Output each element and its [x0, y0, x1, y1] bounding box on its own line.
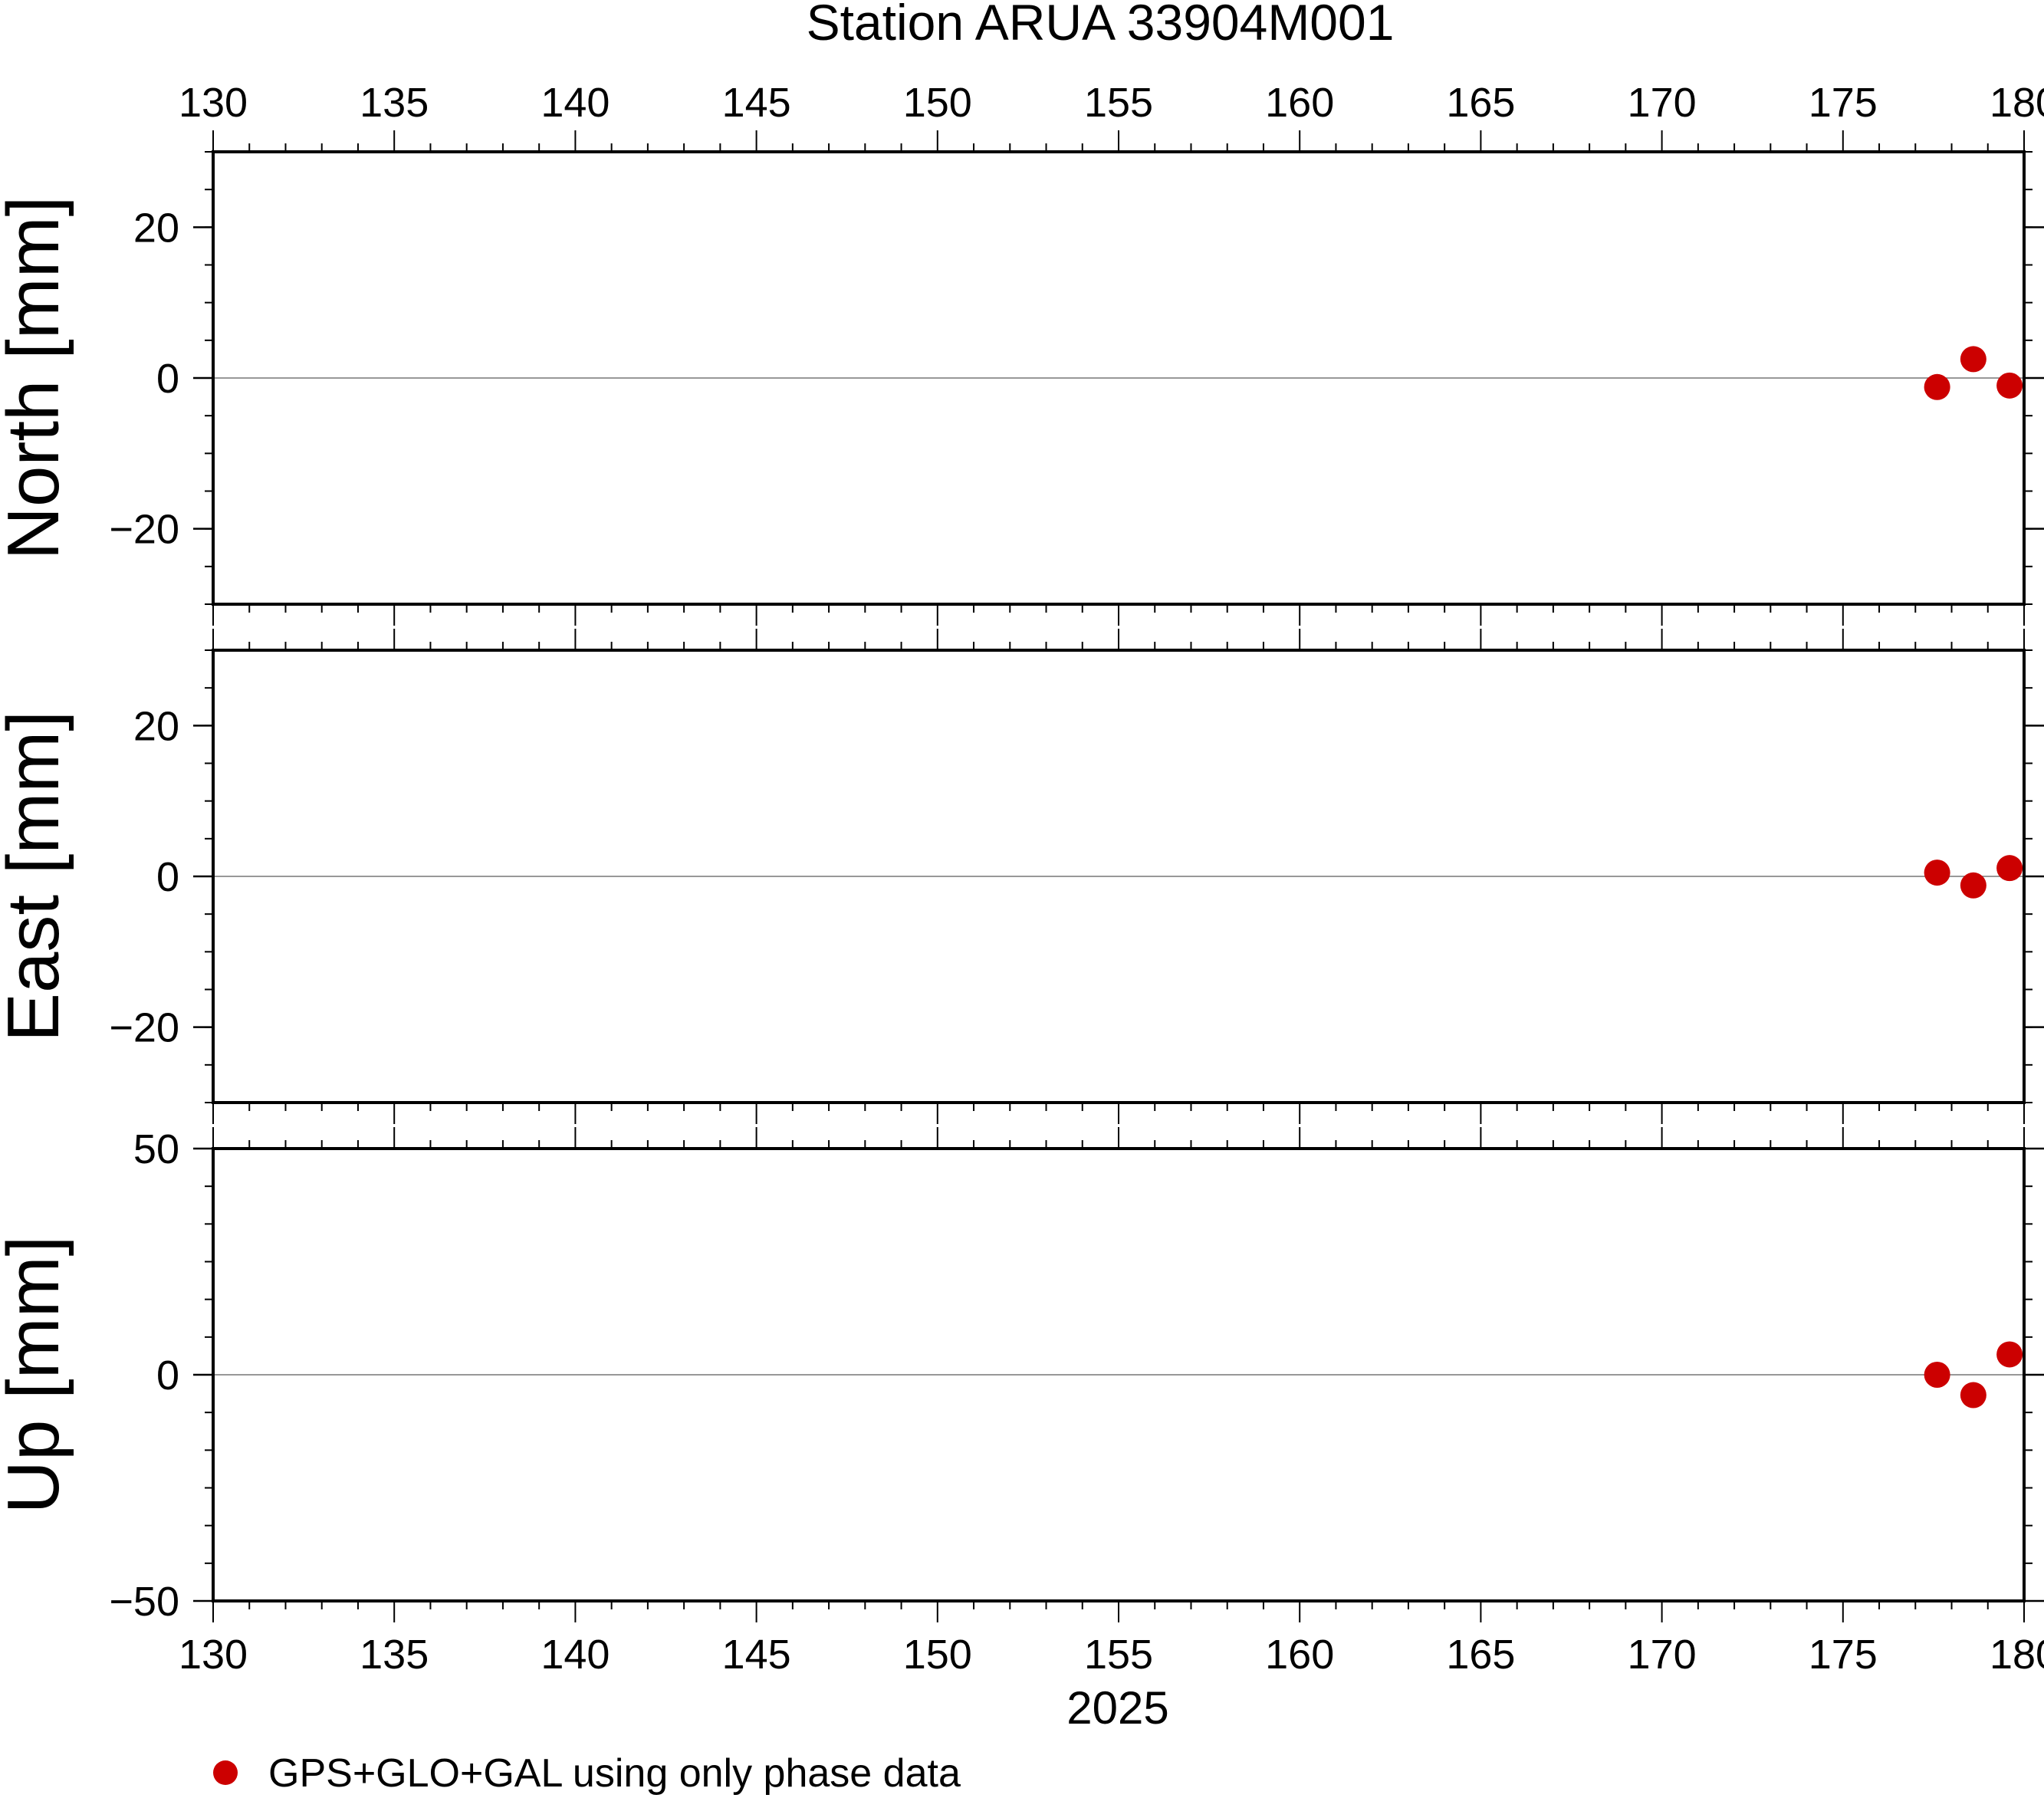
data-point-up [1960, 1382, 1986, 1408]
x-bottom-tick-label: 180 [1990, 1632, 2044, 1678]
x-bottom-tick-label: 150 [903, 1632, 972, 1678]
data-point-up [1996, 1341, 2023, 1368]
data-point-north [1996, 372, 2023, 399]
data-point-east [1996, 855, 2023, 882]
data-point-up [1924, 1362, 1950, 1388]
x-bottom-tick-label: 170 [1628, 1632, 1697, 1678]
top-x-axis: 130 135 140 145 150 155 160 165 170 175 180 [179, 80, 2044, 152]
y-axis-label-north: North [mm] [0, 196, 74, 560]
x-top-tick-label: 160 [1265, 80, 1334, 126]
y-tick-label: 0 [156, 854, 179, 900]
x-top-tick-label: 170 [1628, 80, 1697, 126]
data-point-north [1924, 373, 1950, 400]
panel-east: −20 0 20 East [mm] [0, 629, 2044, 1124]
x-bottom-tick-label: 175 [1809, 1632, 1878, 1678]
x-bottom-tick-label: 130 [179, 1632, 248, 1678]
chart-title: Station ARUA 33904M001 [807, 0, 1395, 51]
legend-marker [213, 1760, 238, 1785]
x-bottom-tick-label: 160 [1265, 1632, 1334, 1678]
x-bottom-tick-label: 135 [360, 1632, 429, 1678]
x-top-tick-label: 135 [360, 80, 429, 126]
x-bottom-tick-label: 140 [541, 1632, 610, 1678]
y-tick-label: 0 [156, 1353, 179, 1399]
y-tick-label: −50 [109, 1579, 179, 1625]
legend: GPS+GLO+GAL using only phase data [213, 1751, 961, 1796]
x-top-tick-label: 130 [179, 80, 248, 126]
x-top-tick-label: 140 [541, 80, 610, 126]
x-axis-label: 2025 [1066, 1682, 1168, 1734]
x-top-tick-label: 165 [1446, 80, 1515, 126]
bottom-x-axis: 130 135 140 145 150 155 160 165 170 175 180 [179, 1601, 2044, 1678]
legend-label: GPS+GLO+GAL using only phase data [268, 1751, 961, 1796]
panel-north: −20 0 20 North [mm] [0, 150, 2044, 626]
x-bottom-tick-label: 145 [722, 1632, 791, 1678]
y-tick-label: 20 [133, 703, 179, 749]
panel-up: −50 0 50 Up [mm] [0, 1126, 2044, 1625]
x-top-tick-label: 155 [1084, 80, 1153, 126]
y-axis-label-up: Up [mm] [0, 1236, 74, 1514]
x-top-tick-label: 145 [722, 80, 791, 126]
x-top-tick-label: 180 [1990, 80, 2044, 126]
data-point-east [1960, 872, 1986, 899]
panel-frame-north [212, 150, 2026, 606]
y-axis-label-east: East [mm] [0, 711, 74, 1042]
x-bottom-tick-label: 155 [1084, 1632, 1153, 1678]
data-point-east [1924, 860, 1950, 886]
y-tick-label: 0 [156, 356, 179, 402]
x-top-tick-label: 175 [1809, 80, 1878, 126]
data-point-north [1960, 346, 1986, 373]
y-tick-label: 50 [133, 1126, 179, 1172]
y-tick-label: 20 [133, 205, 179, 251]
x-bottom-tick-label: 165 [1446, 1632, 1515, 1678]
panel-frame-east [212, 649, 2026, 1104]
panels: −20 0 20 North [mm] −20 0 20 East [mm] −50 0 50 Up … [0, 150, 2044, 1625]
y-tick-label: −20 [109, 507, 179, 553]
y-tick-label: −20 [109, 1005, 179, 1051]
x-top-tick-label: 150 [903, 80, 972, 126]
